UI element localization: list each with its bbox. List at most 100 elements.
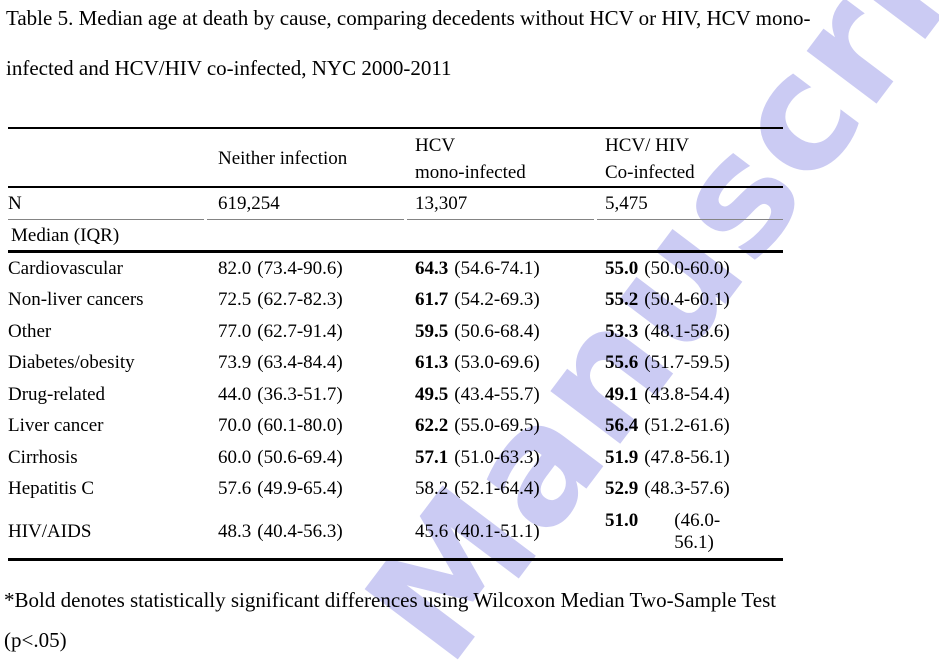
value-cell: 57.1 (51.0-63.3) (415, 442, 605, 474)
iqr-value: (48.1-58.6) (644, 320, 730, 342)
value-cell: 61.7 (54.2-69.3) (415, 285, 605, 317)
median-value: 49.5 (415, 383, 449, 405)
median-value: 82.0 (218, 257, 252, 279)
table-row: Cirrhosis 60.0 (50.6-69.4) 57.1 (51.0-63.3) 5… (8, 442, 783, 474)
header-hcv-hiv: HCV/ HIV Co-infected (605, 129, 783, 188)
value-cell: 56.4 (51.2-61.6) (605, 411, 783, 443)
footnote-line-2: (p<.05) (4, 628, 67, 652)
iqr-value: (43.4-55.7) (454, 383, 540, 405)
median-value: 72.5 (218, 289, 252, 311)
n-value-hcv: 13,307 (415, 192, 468, 214)
iqr-value: (47.8-56.1) (644, 446, 730, 468)
cause-cell: Drug-related (8, 383, 106, 405)
iqr-value: (55.0-69.5) (454, 415, 540, 437)
header-bottom-rule (8, 186, 783, 188)
value-cell: 55.6 (51.7-59.5) (605, 348, 783, 380)
value-cell: 73.9 (63.4-84.4) (218, 348, 415, 380)
cause-cell: Hepatitis C (8, 478, 95, 500)
cause-cell: Cirrhosis (8, 446, 78, 468)
iqr-value: (50.4-60.1) (644, 289, 730, 311)
table-body: Neither infection HCV mono-infected HCV/… (8, 129, 783, 558)
iqr-value: (36.3-51.7) (257, 383, 343, 405)
value-cell: 49.1 (43.8-54.4) (605, 379, 783, 411)
median-value: 61.7 (415, 289, 449, 311)
iqr-value: (53.0-69.6) (454, 352, 540, 374)
median-value: 61.3 (415, 352, 449, 374)
value-cell: 58.2 (52.1-64.4) (415, 474, 605, 506)
table-caption-line-2: infected and HCV/HIV co-infected, NYC 20… (6, 56, 452, 80)
value-cell: 59.5 (50.6-68.4) (415, 316, 605, 348)
table-row: Liver cancer 70.0 (60.1-80.0) 62.2 (55.0-69.… (8, 411, 783, 443)
cause-cell: Cardiovascular (8, 257, 124, 279)
median-value: 49.1 (605, 383, 639, 405)
median-value: 57.6 (218, 478, 252, 500)
n-row: N 619,254 13,307 5,475 (8, 188, 783, 219)
header-hcv-hiv-line1: HCV/ HIV (605, 134, 689, 156)
header-hcv-mono-line2: mono-infected (415, 161, 526, 183)
value-cell: 62.2 (55.0-69.5) (415, 411, 605, 443)
median-value: 59.5 (415, 320, 449, 342)
value-cell: 45.6 (40.1-51.1) (415, 505, 605, 558)
iqr-value: (54.2-69.3) (454, 289, 540, 311)
table-bottom-rule (8, 558, 783, 561)
header-hcv-mono: HCV mono-infected (415, 129, 605, 188)
iqr-value: (50.6-69.4) (257, 446, 343, 468)
table-row: Diabetes/obesity 73.9 (63.4-84.4) 61.3 (53.0… (8, 348, 783, 380)
table-row: Hepatitis C 57.6 (49.9-65.4) 58.2 (52.1-64.4… (8, 474, 783, 506)
footnote-line-1: *Bold denotes statistically significant … (4, 588, 777, 612)
median-value: 55.0 (605, 257, 639, 279)
value-cell: 64.3 (54.6-74.1) (415, 253, 605, 285)
median-value: 64.3 (415, 257, 449, 279)
iqr-value: (62.7-91.4) (257, 320, 343, 342)
median-iqr-label: Median (IQR) (11, 225, 120, 246)
iqr-value: (54.6-74.1) (454, 257, 540, 279)
median-value: 48.3 (218, 520, 252, 542)
table-row: Cardiovascular 82.0 (73.4-90.6) 64.3 (54.6-7… (8, 253, 783, 285)
table-top-rule (8, 127, 783, 129)
iqr-value: (52.1-64.4) (454, 478, 540, 500)
section-rule (8, 250, 783, 253)
n-row-rule-seg3 (407, 219, 594, 220)
iqr-value: (40.1-51.1) (454, 520, 540, 542)
section-label-row: Median (IQR) (8, 219, 783, 253)
table-row: Drug-related 44.0 (36.3-51.7) 49.5 (43.4-55.… (8, 379, 783, 411)
value-cell: 51.0 (46.0- 56.1) (605, 505, 783, 558)
iqr-value: (48.3-57.6) (644, 478, 730, 500)
median-value: 51.9 (605, 446, 639, 468)
iqr-value: (40.4-56.3) (257, 520, 343, 542)
median-value: 77.0 (218, 320, 252, 342)
n-label: N (8, 192, 22, 214)
table-row: HIV/AIDS 48.3 (40.4-56.3) 45.6 (40.1-51.1) 51… (8, 505, 783, 558)
cause-cell: Other (8, 320, 52, 342)
value-cell: 72.5 (62.7-82.3) (218, 285, 415, 317)
median-value: 44.0 (218, 383, 252, 405)
median-value: 62.2 (415, 415, 449, 437)
value-cell: 49.5 (43.4-55.7) (415, 379, 605, 411)
value-cell: 48.3 (40.4-56.3) (218, 505, 415, 558)
iqr-value: (51.0-63.3) (454, 446, 540, 468)
median-value: 73.9 (218, 352, 252, 374)
median-value: 57.1 (415, 446, 449, 468)
iqr-value-wrapped: 56.1) (674, 531, 714, 553)
value-cell: 55.0 (50.0-60.0) (605, 253, 783, 285)
value-cell: 70.0 (60.1-80.0) (218, 411, 415, 443)
value-cell: 51.9 (47.8-56.1) (605, 442, 783, 474)
median-value: 55.6 (605, 352, 639, 374)
median-age-table: Neither infection HCV mono-infected HCV/… (8, 129, 783, 558)
header-empty-cell (8, 129, 218, 188)
iqr-value: (60.1-80.0) (257, 415, 343, 437)
iqr-value: (50.0-60.0) (644, 257, 730, 279)
median-value: 58.2 (415, 478, 449, 500)
iqr-value: (46.0- (674, 509, 721, 531)
cause-cell: Liver cancer (8, 415, 104, 437)
iqr-value: (62.7-82.3) (257, 289, 343, 311)
iqr-value: (50.6-68.4) (454, 320, 540, 342)
iqr-value: (63.4-84.4) (257, 352, 343, 374)
median-value: 70.0 (218, 415, 252, 437)
header-hcv-mono-line1: HCV (415, 134, 456, 156)
value-cell: 44.0 (36.3-51.7) (218, 379, 415, 411)
median-value: 45.6 (415, 520, 449, 542)
median-value: 55.2 (605, 289, 639, 311)
cause-cell: Non-liver cancers (8, 289, 144, 311)
